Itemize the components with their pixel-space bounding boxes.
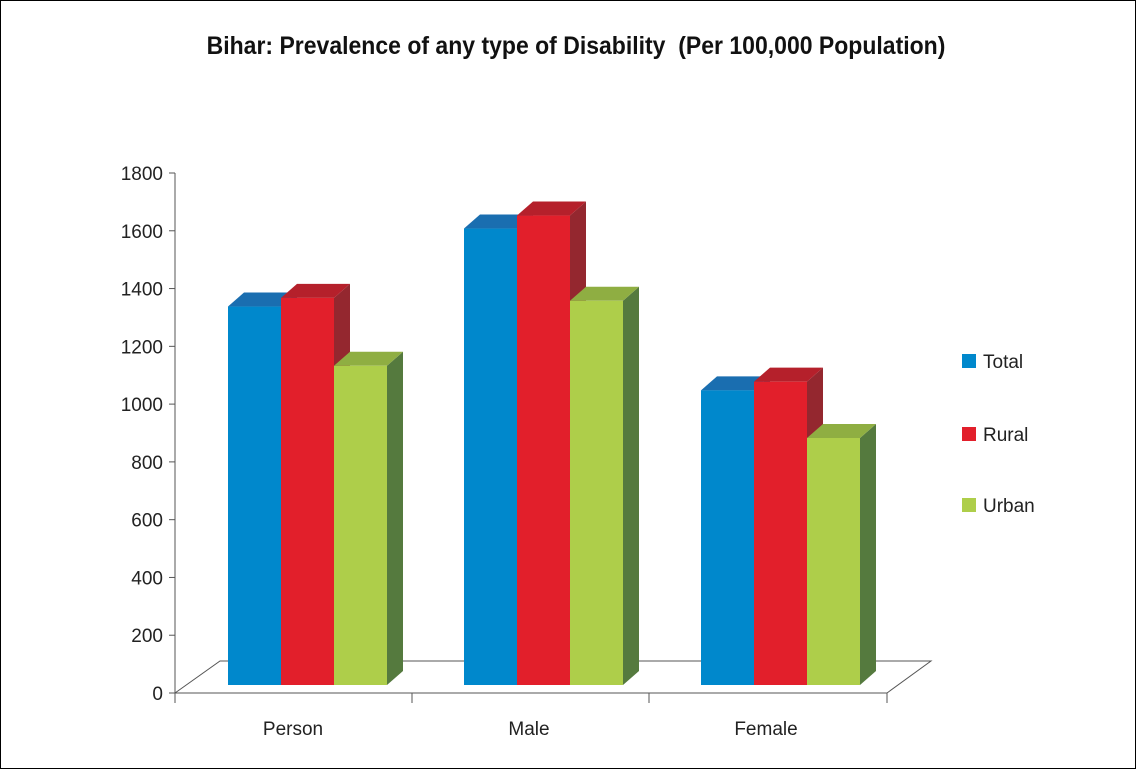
bar-urban-female xyxy=(807,424,876,685)
bar-front xyxy=(281,297,334,685)
y-tick-label: 800 xyxy=(131,453,163,474)
bar-top xyxy=(754,367,823,382)
bar-total-female xyxy=(701,376,770,685)
legend-item-urban: Urban xyxy=(962,496,1035,517)
bar-top xyxy=(281,283,350,298)
x-category-label: Female xyxy=(734,719,797,740)
y-tick-label: 1400 xyxy=(121,280,163,301)
legend-swatch xyxy=(962,427,976,441)
chart-title: Bihar: Prevalence of any type of Disabil… xyxy=(206,32,946,60)
bar-top xyxy=(464,214,533,229)
legend-label: Total xyxy=(983,352,1023,373)
y-tick-label: 400 xyxy=(131,568,163,589)
bar-top xyxy=(228,292,297,307)
bar-front xyxy=(334,365,387,685)
y-tick-label: 200 xyxy=(131,626,163,647)
bar-urban-male xyxy=(570,286,639,685)
bar-side xyxy=(623,286,639,685)
y-tick-label: 0 xyxy=(152,684,163,705)
y-tick-label: 1200 xyxy=(121,337,163,358)
x-category-label: Person xyxy=(263,719,323,740)
legend-swatch xyxy=(962,354,976,368)
x-category-label: Male xyxy=(508,719,549,740)
bar-front xyxy=(517,215,570,686)
bar-top xyxy=(701,376,770,391)
y-tick-label: 600 xyxy=(131,511,163,532)
bar-front xyxy=(754,381,807,685)
bar-front xyxy=(807,438,860,685)
bar-urban-person xyxy=(334,351,403,685)
bar-top xyxy=(334,351,403,366)
y-tick-label: 1800 xyxy=(121,164,163,185)
bar-front xyxy=(570,300,623,685)
bar-front xyxy=(464,228,517,686)
bar-side xyxy=(860,424,876,685)
bar-top xyxy=(570,286,639,301)
legend-label: Urban xyxy=(983,496,1035,517)
bar-top xyxy=(517,201,586,216)
y-tick-label: 1000 xyxy=(121,395,163,416)
legend-swatch xyxy=(962,498,976,512)
bar-front xyxy=(228,306,281,685)
bar-front xyxy=(701,390,754,685)
bar-top xyxy=(807,424,876,438)
bar-side xyxy=(387,351,403,685)
legend-item-total: Total xyxy=(962,352,1023,373)
legend-label: Rural xyxy=(983,425,1028,446)
legend-item-rural: Rural xyxy=(962,425,1028,446)
y-tick-label: 1600 xyxy=(121,222,163,243)
